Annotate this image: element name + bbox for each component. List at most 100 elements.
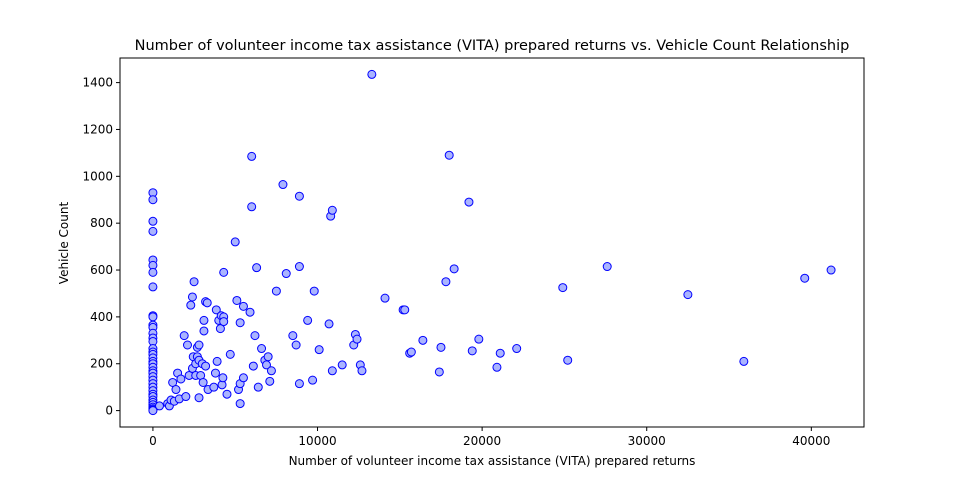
data-point [294, 379, 304, 389]
data-point [238, 301, 248, 311]
data-point [247, 202, 257, 212]
data-point [247, 151, 257, 161]
data-point [512, 344, 522, 354]
data-point [199, 315, 209, 325]
data-point [602, 262, 612, 272]
data-point [171, 385, 181, 395]
data-point [294, 262, 304, 272]
data-point [291, 340, 301, 350]
data-point [148, 282, 158, 292]
data-point [179, 331, 189, 341]
data-point [235, 399, 245, 409]
data-point [265, 376, 275, 386]
data-point [324, 319, 334, 329]
data-point [406, 347, 416, 357]
data-point [367, 69, 377, 79]
data-point [148, 226, 158, 236]
data-point [308, 375, 318, 385]
data-point [211, 305, 221, 315]
data-point [181, 392, 191, 402]
data-point [189, 277, 199, 287]
data-point [739, 356, 749, 366]
data-point [210, 368, 220, 378]
data-point [441, 277, 451, 287]
plot-area [119, 57, 865, 428]
data-point [202, 298, 212, 308]
data-point [281, 269, 291, 279]
data-point [148, 195, 158, 205]
chart-title: Number of volunteer income tax assistanc… [135, 38, 850, 54]
x-axis: 0 10000 20000 30000 40000 [149, 427, 830, 448]
data-point [225, 349, 235, 359]
y-axis: 0 200 400 600 800 1000 1200 1400 [82, 76, 120, 418]
data-point [294, 191, 304, 201]
data-point [230, 237, 240, 247]
data-point [250, 331, 260, 341]
data-point [245, 307, 255, 317]
data-point [492, 362, 502, 372]
data-point [148, 312, 158, 322]
data-point [563, 355, 573, 365]
data-point [252, 263, 262, 273]
data-point [198, 377, 208, 387]
data-point [444, 150, 454, 160]
data-point [436, 342, 446, 352]
data-point [148, 267, 158, 277]
data-point [467, 346, 477, 356]
data-point [309, 286, 319, 296]
data-point [155, 401, 165, 411]
x-tick-label: 30000 [628, 434, 666, 448]
y-tick-label: 400 [90, 310, 113, 324]
data-point [327, 205, 337, 215]
x-tick-label: 20000 [463, 434, 501, 448]
data-point [148, 216, 158, 226]
data-point [474, 334, 484, 344]
data-point [212, 356, 222, 366]
data-point [148, 406, 158, 416]
data-point [558, 283, 568, 293]
y-tick-label: 0 [105, 404, 113, 418]
data-point [194, 393, 204, 403]
data-point [278, 180, 288, 190]
y-axis-label: Vehicle Count [57, 202, 71, 285]
y-tick-label: 1200 [82, 122, 113, 136]
y-tick-label: 1000 [82, 169, 113, 183]
data-point [314, 345, 324, 355]
data-point [199, 326, 209, 336]
data-point [337, 360, 347, 370]
data-point [266, 366, 276, 376]
data-point [176, 374, 186, 384]
data-point [683, 290, 693, 300]
y-tick-label: 1400 [82, 76, 113, 90]
data-point [464, 197, 474, 207]
data-point [400, 305, 410, 315]
data-points [148, 69, 836, 416]
data-point [218, 373, 228, 383]
data-point [222, 389, 232, 399]
data-point [186, 300, 196, 310]
y-tick-label: 600 [90, 263, 113, 277]
data-point [800, 273, 810, 283]
data-point [434, 367, 444, 377]
data-point [271, 286, 281, 296]
y-tick-label: 200 [90, 357, 113, 371]
data-point [209, 382, 219, 392]
data-point [248, 361, 258, 371]
data-point [352, 334, 362, 344]
data-point [380, 293, 390, 303]
x-tick-label: 10000 [298, 434, 336, 448]
data-point [194, 340, 204, 350]
x-tick-label: 40000 [792, 434, 830, 448]
data-point [449, 264, 459, 274]
data-point [257, 344, 267, 354]
data-point [219, 267, 229, 277]
x-axis-label: Number of volunteer income tax assistanc… [289, 454, 696, 468]
data-point [303, 315, 313, 325]
data-point [826, 265, 836, 275]
data-point [238, 373, 248, 383]
data-point [219, 317, 229, 327]
data-point [201, 361, 211, 371]
data-point [253, 382, 263, 392]
x-tick-label: 0 [149, 434, 157, 448]
